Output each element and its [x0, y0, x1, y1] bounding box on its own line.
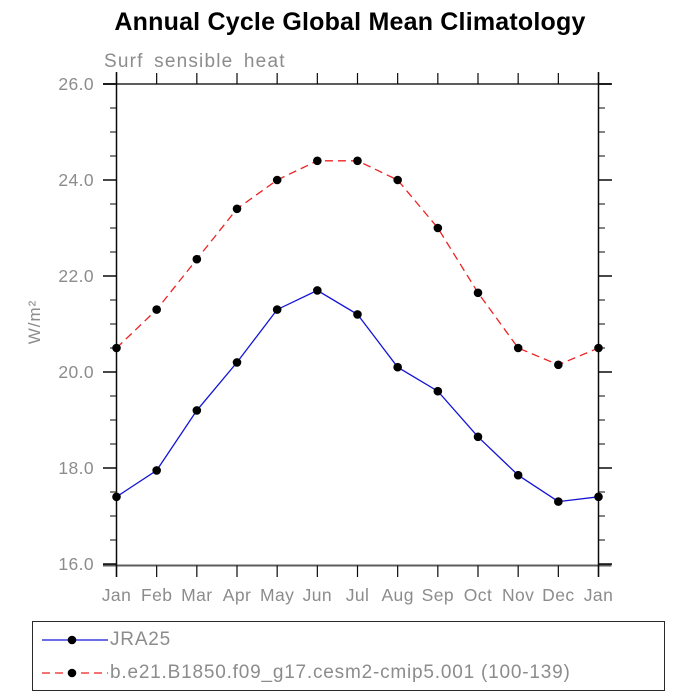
x-tick-label: Jul	[346, 585, 370, 605]
data-point-marker-jra25	[152, 466, 161, 475]
legend-label-jra25: JRA25	[110, 628, 172, 650]
y-tick-label: 18.0	[58, 458, 94, 478]
series-line-cesm2	[116, 160, 599, 366]
y-tick-label: 20.0	[58, 362, 94, 382]
x-tick-label: Apr	[223, 585, 251, 605]
data-point-marker-jra25	[272, 305, 282, 314]
data-point-marker-cesm2	[152, 305, 161, 314]
data-point-marker-jra25	[594, 492, 603, 502]
legend-marker-sample	[67, 635, 77, 644]
y-tick-label: 16.0	[58, 554, 94, 574]
legend-key-cesm2	[42, 668, 108, 677]
x-tick-label: Feb	[141, 585, 172, 605]
y-tick-label: 22.0	[58, 266, 94, 286]
data-point-marker-jra25	[313, 286, 322, 295]
data-point-marker-jra25	[353, 310, 362, 319]
x-tick-label: Jan	[102, 585, 131, 605]
data-point-marker-cesm2	[192, 254, 202, 264]
data-point-marker-cesm2	[112, 343, 121, 353]
data-point-marker-cesm2	[473, 288, 483, 298]
plot-area: Jan Feb Mar Apr May Jun Jul Aug Sep Oct Nov Dec Jan 1…	[25, 72, 613, 605]
data-point-marker-jra25	[232, 358, 242, 367]
data-point-marker-cesm2	[393, 175, 402, 185]
data-point-marker-jra25	[192, 406, 202, 415]
data-point-marker-jra25	[554, 497, 563, 506]
x-tick-label: Jun	[303, 585, 332, 605]
data-point-marker-jra25	[112, 492, 121, 502]
y-axis-unit-label: W/m²	[25, 300, 44, 345]
y-tick-label: 26.0	[58, 74, 94, 94]
y-tick-label: 24.0	[58, 170, 94, 190]
legend-label-cesm2: b.e21.B1850.f09_g17.cesm2-cmip5.001 (100…	[110, 661, 571, 683]
data-point-marker-cesm2	[433, 223, 443, 233]
x-tick-label: Jan	[584, 585, 613, 605]
chart-subtitle: Surf sensible heat	[104, 51, 286, 72]
legend-key-jra25	[42, 635, 108, 644]
chart-title: Annual Cycle Global Mean Climatology	[114, 8, 586, 36]
data-point-marker-cesm2	[513, 343, 523, 353]
data-point-marker-jra25	[433, 386, 443, 396]
x-tick-label: Nov	[502, 585, 534, 605]
x-tick-label: Sep	[422, 585, 454, 605]
data-point-marker-cesm2	[554, 360, 563, 370]
data-point-marker-jra25	[393, 362, 402, 372]
legend-item-cesm2: b.e21.B1850.f09_g17.cesm2-cmip5.001 (100…	[42, 656, 664, 689]
data-point-marker-jra25	[473, 432, 483, 442]
legend-item-jra25: JRA25	[42, 623, 664, 656]
data-point-marker-jra25	[513, 470, 523, 480]
x-tick-label: May	[260, 585, 294, 605]
data-point-marker-cesm2	[272, 175, 282, 185]
legend-marker-sample	[67, 668, 77, 677]
legend-box: JRA25 b.e21.B1850.f09_g17.cesm2-cmip5.00…	[32, 621, 665, 691]
data-point-marker-cesm2	[232, 204, 242, 214]
series-line-jra25	[116, 289, 599, 503]
x-tick-label: Oct	[464, 585, 492, 605]
x-tick-label: Dec	[542, 585, 574, 605]
x-tick-label: Mar	[181, 585, 212, 605]
x-tick-label: Aug	[381, 585, 413, 605]
data-point-marker-cesm2	[594, 343, 603, 353]
data-point-marker-cesm2	[353, 156, 362, 166]
data-point-marker-cesm2	[313, 156, 322, 166]
